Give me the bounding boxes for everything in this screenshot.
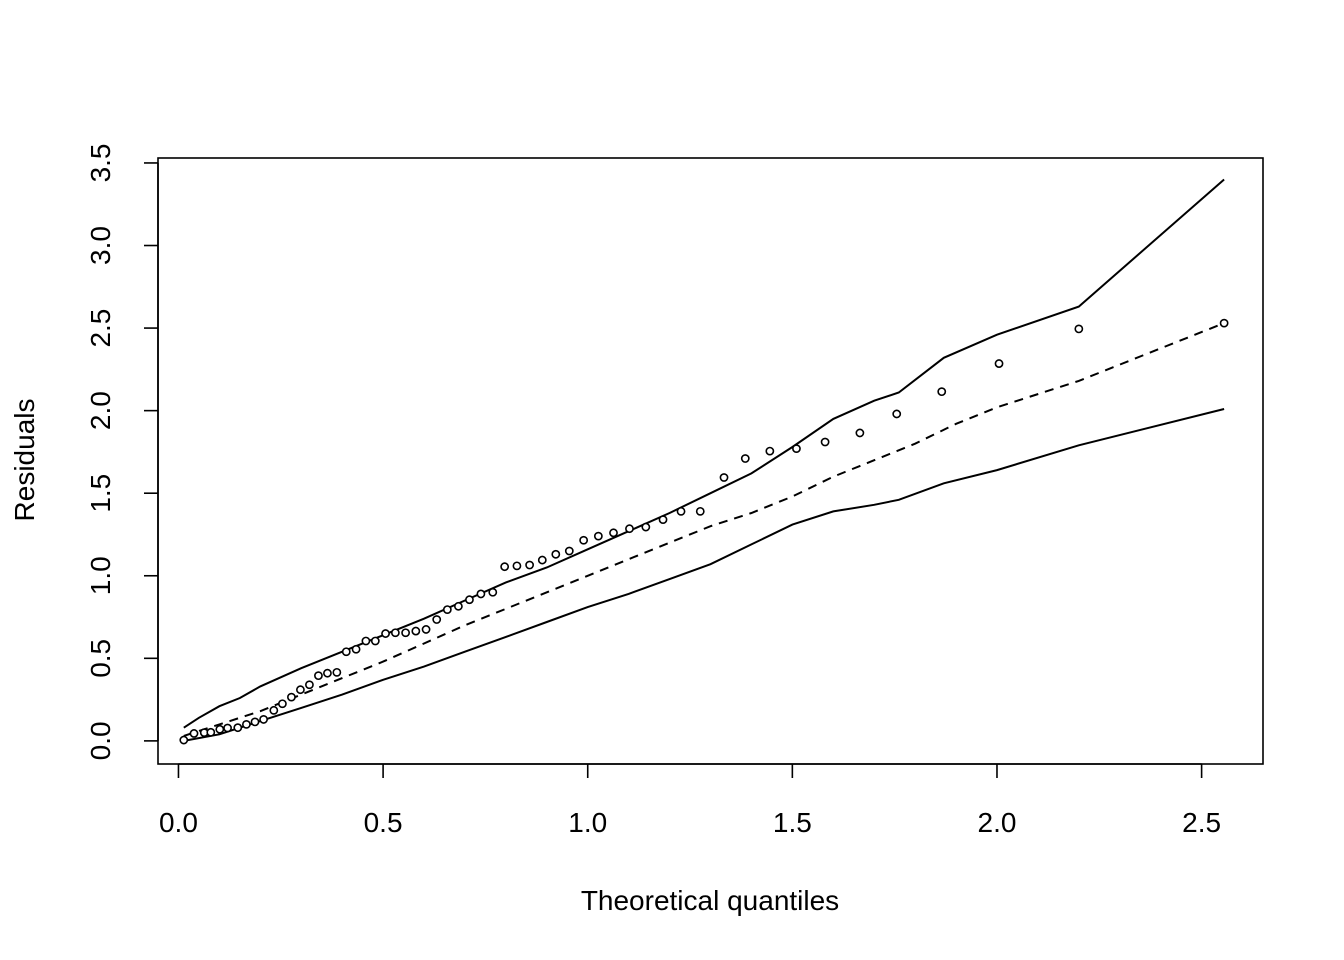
median-dashed-line [183,322,1225,737]
residual-point [465,595,474,605]
y-tick-label: 3.0 [85,226,116,265]
residual-point [401,628,411,638]
residual-point [215,724,225,734]
upper-envelope-line [183,178,1225,729]
residual-point [994,359,1004,368]
residual-point [641,522,651,532]
residual-point [1219,318,1229,328]
x-tick-label: 0.0 [159,807,198,838]
residual-point [625,524,634,534]
y-axis-label: Residuals [9,399,40,522]
residual-point [314,671,323,681]
residual-point [269,705,279,715]
residual-point [500,562,510,572]
residual-point [305,680,314,690]
y-tick-label: 2.5 [85,309,116,348]
y-tick-label: 2.0 [85,391,116,430]
residual-point [525,560,535,570]
x-tick-label: 1.5 [773,807,812,838]
residual-point [250,717,260,727]
residual-point [579,535,589,545]
residual-point [551,549,561,559]
residual-point [241,719,251,729]
residual-point [189,729,199,738]
residual-point [537,555,547,565]
residual-point [278,699,287,709]
x-tick-label: 1.0 [568,807,607,838]
residual-point [296,685,305,695]
residual-point [593,531,603,541]
residual-point [323,668,332,678]
residual-point [179,735,189,745]
residual-points [179,318,1229,745]
residual-point [390,628,400,638]
residual-point [453,601,463,611]
y-tick-label: 3.5 [85,143,116,182]
residual-point [361,636,371,646]
residual-point [937,387,947,397]
residual-point [765,446,775,456]
x-axis-label: Theoretical quantiles [581,885,839,916]
residual-point [381,629,390,638]
residual-point [564,546,574,556]
y-tick-label: 0.5 [85,639,116,678]
residual-point [488,587,498,597]
x-tick-label: 2.0 [978,807,1017,838]
x-tick-label: 2.5 [1182,807,1221,838]
residual-point [695,506,705,516]
residual-point [223,723,232,733]
lower-envelope-line [183,408,1225,742]
residual-point [892,409,902,419]
residual-point [792,444,801,454]
residual-point [658,515,668,525]
residual-point [411,626,421,636]
residual-point [206,727,216,737]
residual-point [442,605,452,615]
residual-point [719,473,729,482]
residual-point [820,437,830,447]
residual-point [332,667,342,677]
residual-point [512,561,522,571]
y-tick-label: 1.5 [85,474,116,513]
residual-point [609,528,618,538]
residual-point [676,506,686,516]
residual-point [370,636,380,646]
residual-point [476,589,486,599]
residual-point [233,723,243,733]
residual-point [341,647,351,657]
residual-point [259,715,268,724]
residual-point [855,428,865,438]
residual-point [1074,324,1084,334]
x-axis: 0.0 0.5 1.0 1.5 2.0 2.5 [159,763,1221,838]
y-axis: 0.0 0.5 1.0 1.5 2.0 2.5 3.0 3.5 [85,143,159,760]
x-tick-label: 0.5 [364,807,403,838]
residual-point [740,454,750,463]
residual-point [432,615,442,624]
y-tick-label: 1.0 [85,556,116,595]
residual-point [287,692,296,702]
residual-point [351,644,361,654]
residual-point [421,625,431,634]
y-tick-label: 0.0 [85,721,116,760]
